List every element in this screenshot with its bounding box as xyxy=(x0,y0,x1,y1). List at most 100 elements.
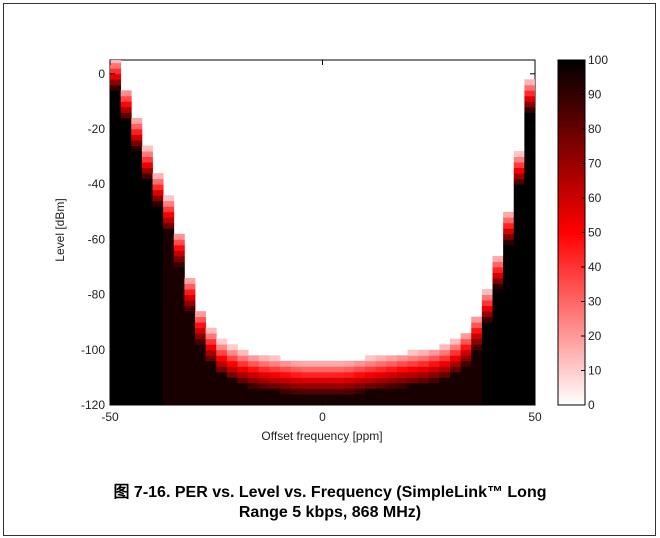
heatmap-cell xyxy=(343,388,355,395)
heatmap-cell xyxy=(481,388,493,395)
heatmap-cell xyxy=(141,178,153,185)
heatmap-cell xyxy=(131,371,143,378)
heatmap-cell xyxy=(524,233,535,240)
heatmap-cell xyxy=(471,322,483,329)
heatmap-cell xyxy=(131,294,143,301)
heatmap-cell xyxy=(110,112,122,119)
heatmap-cell xyxy=(503,244,515,251)
heatmap-cell xyxy=(131,355,143,362)
heatmap-cell xyxy=(333,382,345,389)
heatmap-cell xyxy=(524,250,535,257)
heatmap-cell xyxy=(301,388,313,395)
heatmap-cell xyxy=(524,167,535,174)
heatmap-cell xyxy=(322,366,334,373)
heatmap-cell xyxy=(503,327,515,334)
heatmap-cell xyxy=(503,233,515,240)
colorbar-tick-label: 80 xyxy=(588,122,602,136)
heatmap-cell xyxy=(163,338,175,345)
heatmap-cell xyxy=(152,206,164,213)
heatmap-cell xyxy=(269,393,281,400)
heatmap-cell xyxy=(513,300,525,307)
heatmap-cell xyxy=(131,382,143,389)
heatmap-cell xyxy=(131,300,143,307)
heatmap-cell xyxy=(354,371,366,378)
heatmap-cell xyxy=(524,333,535,340)
heatmap-cell xyxy=(237,355,249,362)
heatmap-cell xyxy=(110,239,122,246)
heatmap-cell xyxy=(131,250,143,257)
heatmap-cell xyxy=(343,393,355,400)
heatmap-cell xyxy=(163,195,175,202)
heatmap-cell xyxy=(322,360,334,367)
heatmap-cell xyxy=(131,322,143,329)
heatmap-cell xyxy=(513,349,525,356)
heatmap-cell xyxy=(365,382,377,389)
heatmap-cell xyxy=(428,388,440,395)
heatmap-cell xyxy=(290,360,302,367)
heatmap-cell xyxy=(237,377,249,384)
heatmap-cell xyxy=(120,140,132,146)
heatmap-cell xyxy=(141,399,153,405)
heatmap-cell xyxy=(226,388,238,395)
heatmap-cell xyxy=(184,322,196,329)
x-tick-label: 50 xyxy=(528,410,542,424)
heatmap-cell xyxy=(301,399,313,405)
heatmap-cell xyxy=(131,267,143,273)
heatmap-cell xyxy=(365,366,377,373)
heatmap-cell xyxy=(513,178,525,185)
heatmap-cell xyxy=(173,349,185,356)
heatmap-cell xyxy=(120,151,132,157)
heatmap-cell xyxy=(152,233,164,240)
heatmap-cell xyxy=(524,355,535,362)
heatmap-cell xyxy=(173,393,185,400)
heatmap-cell xyxy=(407,360,419,367)
heatmap-cell xyxy=(481,349,493,356)
heatmap-cell xyxy=(226,355,238,362)
heatmap-cell xyxy=(343,360,355,367)
heatmap-cell xyxy=(141,327,153,334)
heatmap-cell xyxy=(439,366,451,373)
heatmap-cell xyxy=(184,371,196,378)
heatmap-cell xyxy=(141,349,153,356)
heatmap-cell xyxy=(120,399,132,405)
heatmap-cell xyxy=(152,355,164,362)
heatmap-cell xyxy=(184,278,196,284)
heatmap-cell xyxy=(503,333,515,340)
heatmap-cell xyxy=(163,355,175,362)
heatmap-cell xyxy=(492,344,504,351)
heatmap-cell xyxy=(503,289,515,295)
heatmap-cell xyxy=(524,255,535,262)
heatmap-cell xyxy=(226,366,238,373)
heatmap-cell xyxy=(258,360,270,367)
heatmap-cell xyxy=(524,311,535,318)
heatmap-cell xyxy=(492,316,504,323)
heatmap-cell xyxy=(524,129,535,135)
heatmap-cell xyxy=(460,355,472,362)
heatmap-cell xyxy=(173,382,185,389)
heatmap-cell xyxy=(492,272,504,279)
heatmap-cell xyxy=(503,316,515,323)
heatmap-cell xyxy=(163,311,175,318)
heatmap-cell xyxy=(163,206,175,213)
heatmap-cell xyxy=(524,300,535,307)
heatmap-cell xyxy=(354,360,366,367)
heatmap-cell xyxy=(205,388,217,395)
heatmap-cell xyxy=(110,73,122,80)
heatmap-cell xyxy=(428,399,440,405)
heatmap-cell xyxy=(524,217,535,224)
heatmap-cell xyxy=(513,250,525,257)
colorbar-tick-label: 10 xyxy=(588,364,602,378)
heatmap-cell xyxy=(120,195,132,202)
heatmap-cell xyxy=(237,382,249,389)
heatmap-cell xyxy=(141,217,153,224)
heatmap-cell xyxy=(120,167,132,174)
heatmap-cell xyxy=(524,399,535,405)
heatmap-cell xyxy=(110,211,122,218)
heatmap-cell xyxy=(503,360,515,367)
heatmap-cell xyxy=(110,283,122,290)
heatmap-cell xyxy=(110,327,122,334)
heatmap-cell xyxy=(428,371,440,378)
heatmap-cell xyxy=(513,360,525,367)
heatmap-cell xyxy=(439,360,451,367)
heatmap-cell xyxy=(131,140,143,146)
